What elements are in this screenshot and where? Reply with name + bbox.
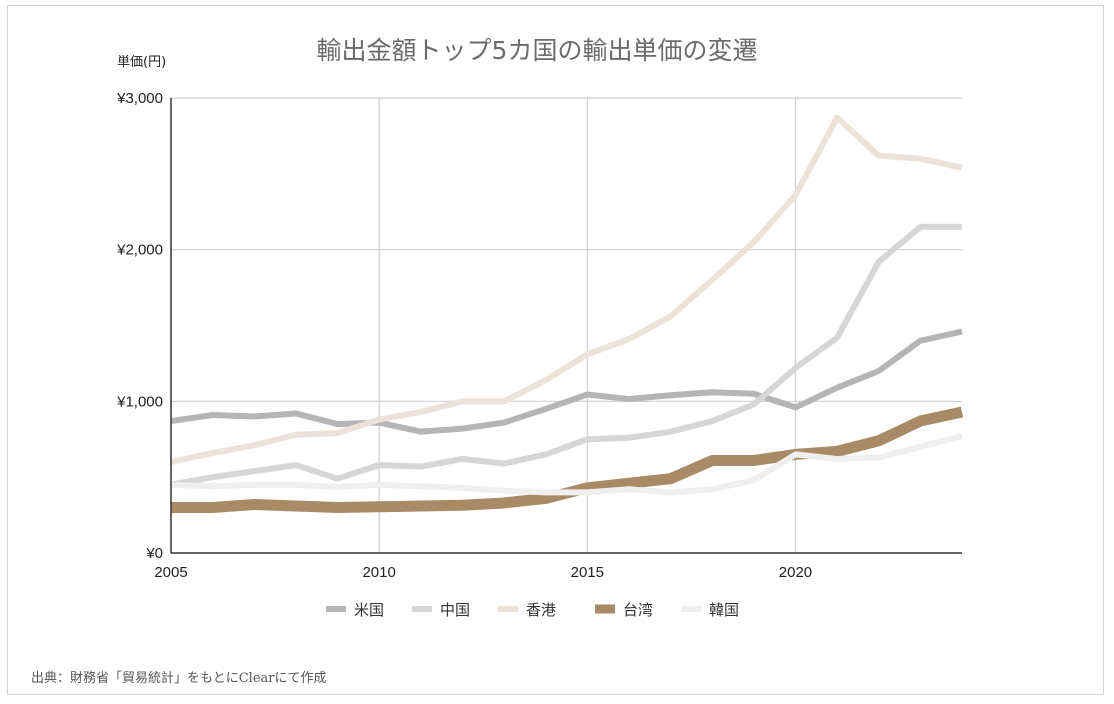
line-chart: ¥0 ¥1,000 ¥2,000 ¥3,000 2005 2010 2015 2020 米国… <box>0 0 1114 704</box>
legend-item: 台湾 <box>595 601 653 619</box>
y-tick-label: ¥1,000 <box>116 393 163 410</box>
source-note: 出典：財務省「貿易統計」をもとにClearにて作成 <box>31 667 327 686</box>
y-axis-ticks: ¥0 ¥1,000 ¥2,000 ¥3,000 <box>116 90 163 562</box>
legend-item: 米国 <box>326 601 384 619</box>
legend-label: 中国 <box>440 601 470 619</box>
y-tick-label: ¥0 <box>145 545 163 562</box>
legend-label: 韓国 <box>709 601 739 619</box>
x-tick-label: 2010 <box>362 564 395 581</box>
x-tick-label: 2005 <box>154 564 187 581</box>
series-line-香港 <box>171 118 962 462</box>
x-axis-ticks: 2005 2010 2015 2020 <box>154 564 812 581</box>
x-tick-label: 2015 <box>571 564 604 581</box>
series-line-米国 <box>171 332 962 432</box>
legend: 米国 中国 香港 台湾 韓国 <box>326 601 739 619</box>
legend-label: 米国 <box>354 601 384 619</box>
y-tick-label: ¥3,000 <box>116 90 163 107</box>
x-tick-label: 2020 <box>779 564 812 581</box>
legend-label: 台湾 <box>623 601 653 619</box>
y-tick-label: ¥2,000 <box>116 242 163 259</box>
series-lines <box>171 118 962 508</box>
legend-item: 香港 <box>498 601 556 619</box>
legend-item: 韓国 <box>681 601 739 619</box>
legend-item: 中国 <box>412 601 470 619</box>
legend-label: 香港 <box>526 601 556 619</box>
